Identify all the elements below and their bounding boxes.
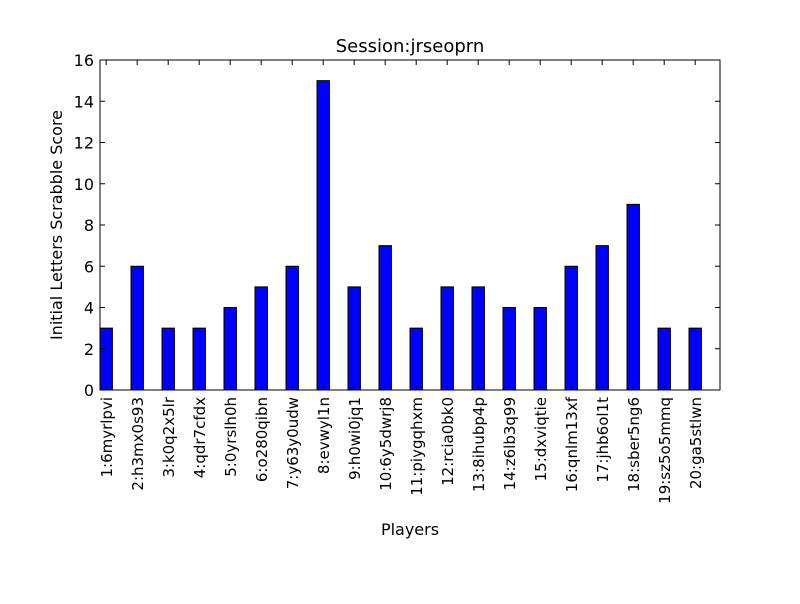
x-tick-label: 11:piygqhxm — [408, 397, 426, 496]
bar-6 — [254, 286, 268, 391]
bar-9 — [347, 286, 361, 391]
x-tick-label: 5:0yrslh0h — [222, 397, 240, 477]
bar-2 — [130, 265, 144, 391]
x-tick-label: 17:jhb6ol1t — [594, 397, 612, 483]
x-tick-label: 3:k0q2x5lr — [160, 396, 178, 477]
y-tick-label: 4 — [84, 299, 94, 318]
bar-11 — [409, 327, 423, 391]
bar-10 — [378, 245, 392, 391]
y-axis-label: Initial Letters Scrabble Score — [47, 110, 66, 340]
plot-area-frame — [99, 59, 721, 391]
x-tick-label: 14:z6lb3q99 — [501, 397, 519, 490]
bar-8 — [316, 80, 330, 391]
bar-14 — [502, 307, 516, 391]
y-tick-label: 8 — [84, 216, 94, 235]
y-tick-label: 12 — [74, 134, 94, 153]
y-tick-label: 2 — [84, 340, 94, 359]
bar-18 — [626, 203, 640, 391]
x-tick-label: 10:6y5dwrj8 — [377, 397, 395, 491]
x-tick-label: 12:rcia0bk0 — [439, 397, 457, 486]
bar-19 — [657, 327, 671, 391]
x-tick-label: 6:o280qibn — [253, 397, 271, 482]
x-tick-label: 19:sz5o5mmq — [656, 397, 674, 504]
y-tick-label: 6 — [84, 257, 94, 276]
x-tick-label: 9:h0wi0jq1 — [346, 397, 364, 480]
bar-20 — [688, 327, 702, 391]
y-tick-label: 14 — [74, 92, 94, 111]
x-tick-label: 20:ga5stlwn — [687, 397, 705, 489]
bar-16 — [564, 265, 578, 391]
y-axis-ticks: 0 2 4 6 8 10 12 14 16 — [74, 51, 720, 400]
bar-15 — [533, 307, 547, 391]
x-tick-label: 4:qdr7cfdx — [191, 397, 209, 478]
x-axis-ticks: 1:6myrlpvi 2:h3mx0s93 3:k0q2x5lr 4:qdr7cfdx… — [98, 60, 705, 504]
bar-3 — [161, 327, 175, 391]
x-tick-label: 2:h3mx0s93 — [129, 397, 147, 491]
x-tick-label: 1:6myrlpvi — [98, 397, 116, 478]
bar-13 — [471, 286, 485, 391]
bar-1 — [99, 327, 113, 391]
x-tick-label: 8:evwyl1n — [315, 397, 333, 474]
bar-17 — [595, 245, 609, 391]
y-tick-label: 10 — [74, 175, 94, 194]
x-tick-label: 16:qnlm13xf — [563, 396, 581, 492]
bar-7 — [285, 265, 299, 391]
bar-5 — [223, 307, 237, 391]
chart-title: Session:jrseoprn — [336, 36, 485, 57]
bar-4 — [192, 327, 206, 391]
x-tick-label: 18:sber5ng6 — [625, 397, 643, 492]
x-tick-label: 13:8ihubp4p — [470, 397, 488, 492]
x-tick-label: 15:dxviqtie — [532, 397, 550, 481]
y-tick-label: 16 — [74, 51, 94, 70]
x-tick-label: 7:y63y0udw — [284, 397, 302, 489]
bar-12 — [440, 286, 454, 391]
x-axis-label: Players — [381, 520, 439, 539]
y-tick-label: 0 — [84, 381, 94, 400]
